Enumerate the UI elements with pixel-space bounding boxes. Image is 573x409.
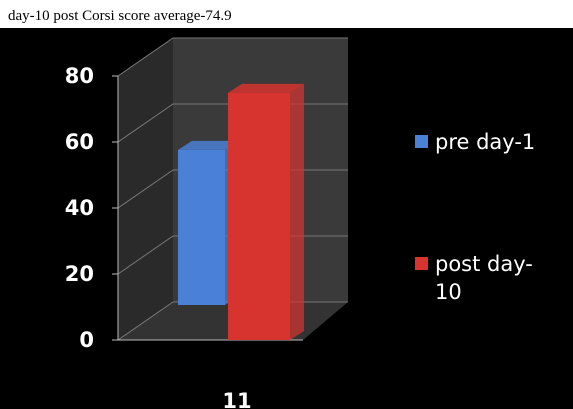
legend-swatch bbox=[415, 257, 428, 270]
legend-swatch bbox=[415, 135, 428, 148]
bar-top bbox=[228, 83, 304, 93]
y-tick-label: 80 bbox=[65, 64, 94, 88]
bar bbox=[228, 92, 290, 340]
bar-side bbox=[290, 83, 304, 340]
bar bbox=[178, 149, 225, 305]
y-tick-label: 20 bbox=[65, 262, 94, 286]
y-tick-label: 0 bbox=[79, 328, 94, 352]
grid-line bbox=[117, 37, 348, 77]
x-tick-label: 11 bbox=[222, 389, 251, 409]
y-tick-label: 40 bbox=[65, 196, 94, 220]
legend-label: pre day-1 bbox=[435, 130, 535, 154]
chart-subtitle: day-10 post Corsi score average-74.9 bbox=[8, 8, 232, 24]
legend-label: post day-10 bbox=[435, 252, 533, 304]
bar-top bbox=[178, 140, 239, 150]
y-tick-label: 60 bbox=[65, 130, 94, 154]
